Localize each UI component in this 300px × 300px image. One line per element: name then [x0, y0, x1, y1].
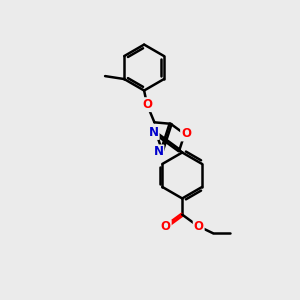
Text: O: O — [194, 220, 204, 232]
Text: O: O — [181, 128, 191, 140]
Text: N: N — [149, 126, 159, 139]
Text: O: O — [161, 220, 171, 233]
Text: O: O — [142, 98, 152, 111]
Text: N: N — [153, 146, 164, 158]
